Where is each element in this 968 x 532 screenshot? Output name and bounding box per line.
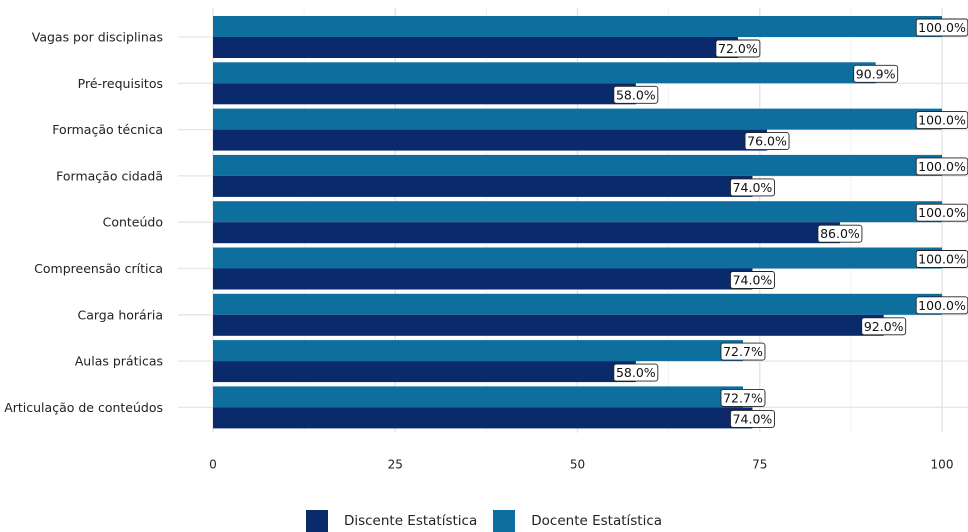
bars-layer <box>213 16 942 429</box>
category-label: Compreensão crítica <box>34 261 163 276</box>
data-label-text: 72.0% <box>718 41 758 56</box>
data-label-text: 100.0% <box>918 205 966 220</box>
data-label-text: 74.0% <box>733 180 773 195</box>
data-label: 100.0% <box>915 250 968 268</box>
x-tick-label: 100 <box>931 458 954 472</box>
data-label-text: 92.0% <box>864 319 904 334</box>
data-label: 58.0% <box>613 363 659 382</box>
data-label: 100.0% <box>915 157 968 176</box>
bar-docente <box>213 293 942 315</box>
bar-docente <box>213 16 942 37</box>
bar-docente <box>213 108 942 130</box>
bar-docente <box>213 154 942 176</box>
data-label-text: 74.0% <box>733 411 773 426</box>
data-label-box <box>861 317 907 336</box>
bar-chart: 100.0% 72.0% 90.9% 58.0% 100.0% 76.0% 100.0% 74… <box>4 8 968 472</box>
x-tick-label: 50 <box>570 458 585 472</box>
legend-swatch-docente <box>493 510 516 532</box>
data-label: 100.0% <box>915 203 968 222</box>
data-label-box <box>730 178 775 197</box>
data-label-box <box>720 388 766 407</box>
data-label: 74.0% <box>730 178 775 197</box>
data-label-text: 100.0% <box>918 159 966 174</box>
data-label: 72.0% <box>715 39 761 58</box>
data-label-text: 74.0% <box>733 273 773 288</box>
data-label-box <box>744 132 790 151</box>
legend-label-discente: Discente Estatística <box>343 513 478 529</box>
bar-docente <box>213 201 942 223</box>
data-label-box <box>613 363 659 382</box>
data-label: 86.0% <box>817 224 863 243</box>
bar-docente <box>213 247 942 269</box>
bar-discente <box>213 83 636 105</box>
bar-docente <box>213 62 876 84</box>
data-label: 76.0% <box>744 132 790 151</box>
data-label-text: 100.0% <box>918 298 966 313</box>
data-label-box <box>730 271 775 289</box>
legend: Discente Estatística Docente Estatística <box>0 510 968 532</box>
data-label-box <box>730 409 775 428</box>
legend-label-docente: Docente Estatística <box>531 513 663 529</box>
bar-discente <box>213 175 753 197</box>
data-label-text: 58.0% <box>616 87 656 102</box>
data-label: 92.0% <box>861 317 907 336</box>
data-label: 100.0% <box>915 111 968 130</box>
x-tick-labels-layer: 0 25 50 75 100 <box>209 458 953 472</box>
legend-swatch-discente <box>305 510 328 532</box>
data-label-box <box>613 85 659 104</box>
data-label-text: 72.7% <box>723 344 763 359</box>
data-label-box <box>720 342 766 361</box>
data-label-text: 72.7% <box>723 390 763 405</box>
bar-discente <box>213 129 768 151</box>
category-label: Formação cidadã <box>56 168 163 183</box>
bar-discente <box>213 222 840 244</box>
data-label-text: 86.0% <box>820 226 860 241</box>
bar-discente <box>213 268 753 290</box>
bar-discente <box>213 37 738 58</box>
data-label-text: 100.0% <box>918 20 966 35</box>
category-label: Formação técnica <box>52 122 163 137</box>
x-tick-label: 25 <box>388 458 403 472</box>
category-labels-layer: Vagas por disciplinas Pré-requisitos Forma… <box>4 30 163 415</box>
data-label-text: 76.0% <box>747 134 787 149</box>
data-label-text: 58.0% <box>616 365 656 380</box>
category-label: Conteúdo <box>103 215 163 230</box>
category-label: Aulas práticas <box>75 354 163 369</box>
data-label: 74.0% <box>730 409 775 428</box>
data-label: 72.7% <box>720 388 766 407</box>
data-labels-layer: 100.0% 72.0% 90.9% 58.0% 100.0% 76.0% 100.0% 74… <box>613 18 968 428</box>
data-label-box <box>817 224 863 243</box>
legend-item-docente: Docente Estatística <box>493 510 662 532</box>
bar-docente <box>213 386 743 408</box>
data-label-text: 100.0% <box>918 113 966 128</box>
data-label-text: 100.0% <box>918 252 966 267</box>
data-label: 74.0% <box>730 271 775 289</box>
category-label: Vagas por disciplinas <box>32 30 163 45</box>
x-tick-label: 75 <box>752 458 767 472</box>
bar-discente <box>213 361 636 383</box>
legend-item-discente: Discente Estatística <box>305 510 478 532</box>
data-label: 100.0% <box>915 296 968 315</box>
x-tick-label: 0 <box>209 458 217 472</box>
data-label: 58.0% <box>613 85 659 104</box>
category-label: Pré-requisitos <box>78 76 163 91</box>
data-label-box <box>715 39 761 58</box>
data-label-text: 90.9% <box>856 66 896 81</box>
bar-docente <box>213 340 743 362</box>
category-label: Articulação de conteúdos <box>4 400 163 415</box>
category-label: Carga horária <box>77 307 163 322</box>
data-label: 72.7% <box>720 342 766 361</box>
bar-discente <box>213 407 753 429</box>
data-label-box <box>853 64 899 83</box>
data-label: 100.0% <box>915 18 968 37</box>
bar-discente <box>213 314 884 336</box>
data-label: 90.9% <box>853 64 899 83</box>
